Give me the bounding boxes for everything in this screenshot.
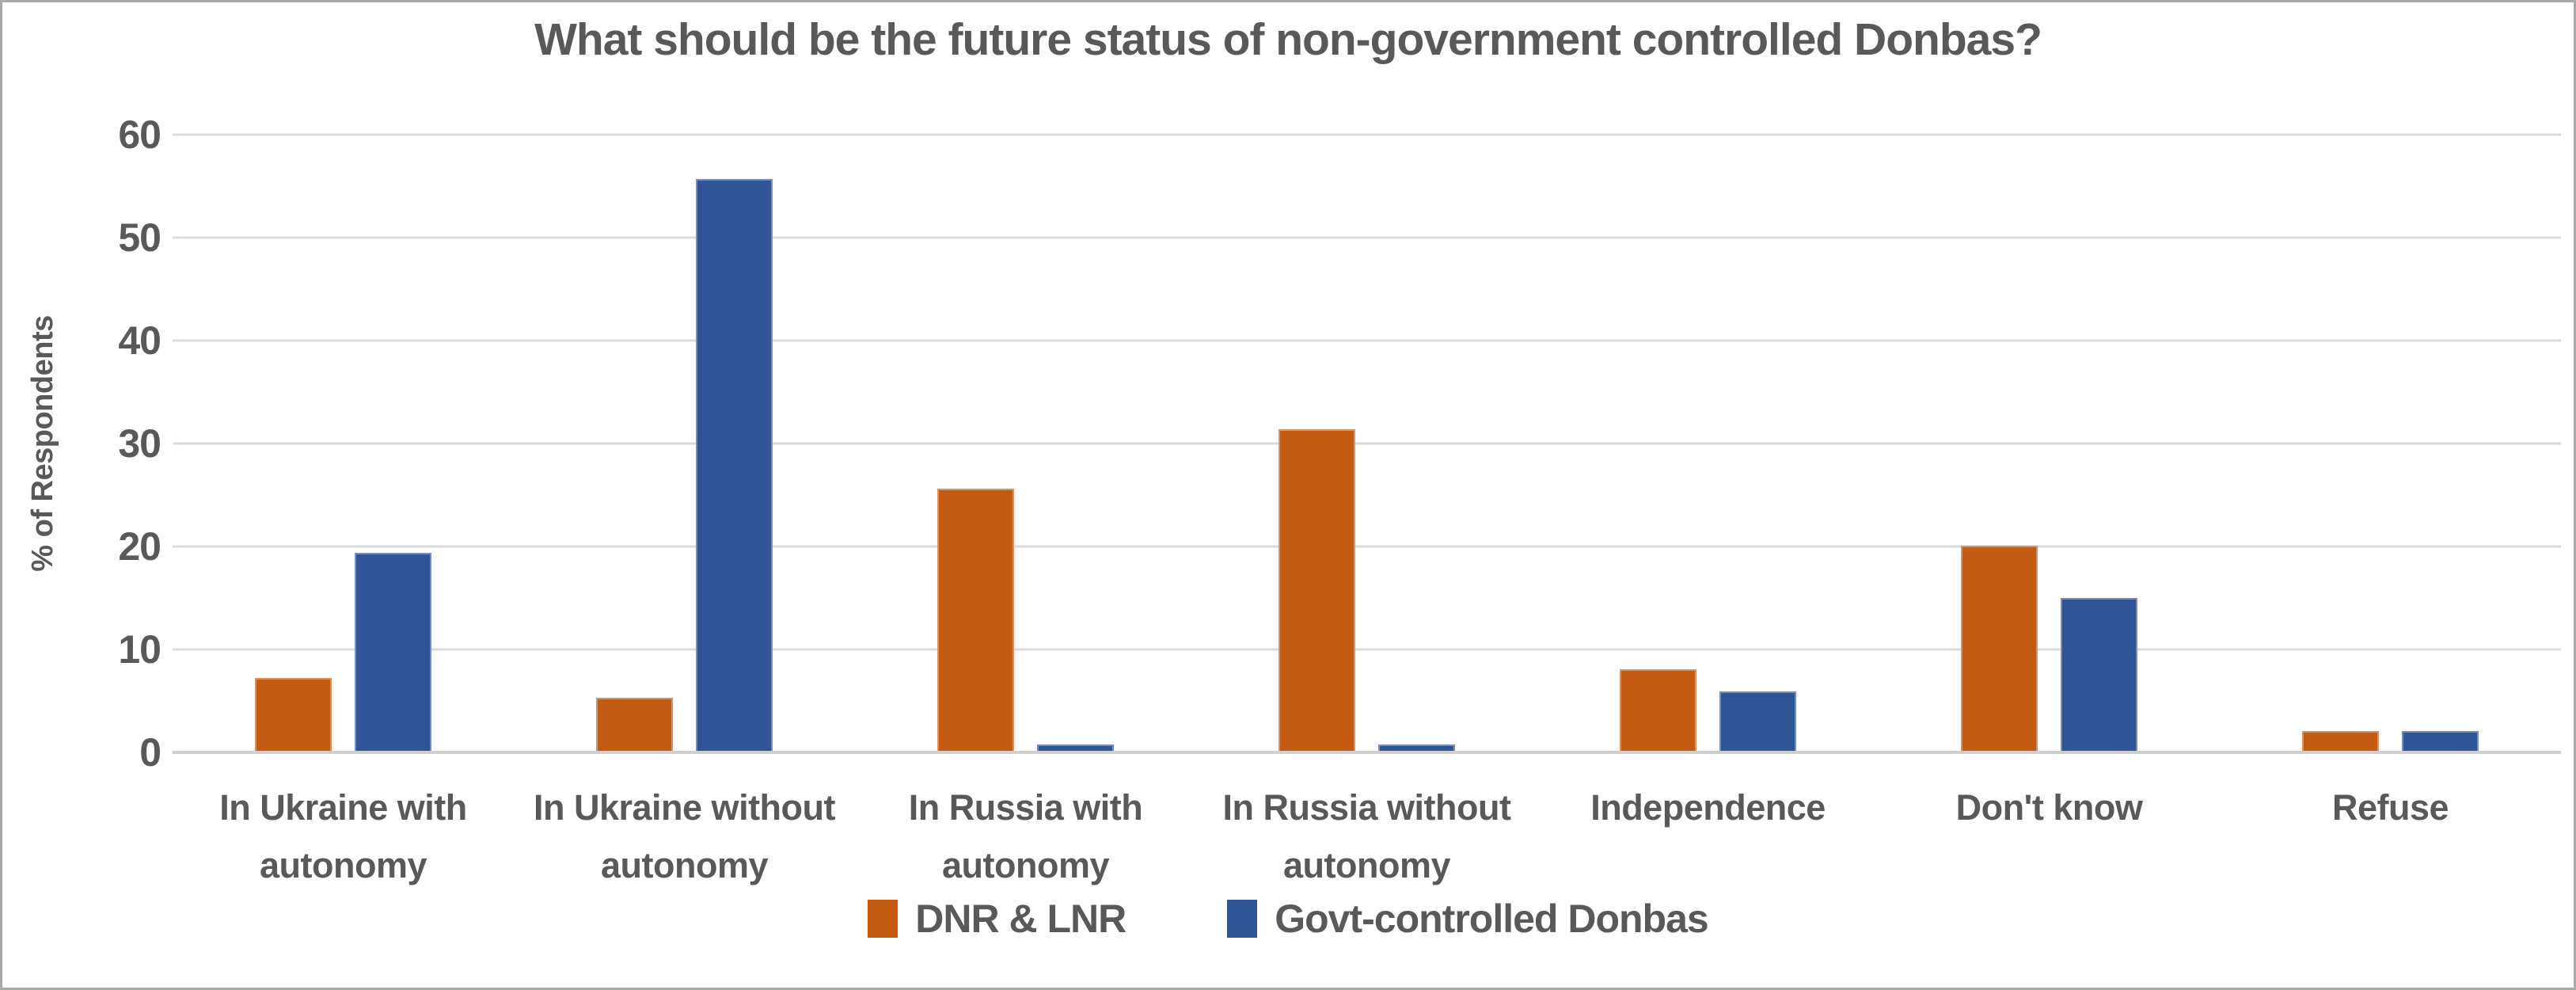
category-label: In Russia with autonomy [908, 787, 1143, 885]
y-tick-label-40: 40 [118, 318, 161, 363]
legend-swatch-icon [1227, 900, 1258, 938]
bar-dnr-lnr [596, 698, 673, 752]
bar-dnr-lnr [2302, 731, 2379, 752]
category-label: In Ukraine with autonomy [219, 787, 467, 885]
plot-area: 0 10 20 30 40 50 60 [118, 112, 2561, 775]
bar-govt-controlled-donbas [1719, 691, 1796, 752]
gridline-40 [173, 339, 2561, 342]
category-label: Don't know [1955, 787, 2143, 828]
category-label: Refuse [2331, 787, 2449, 828]
category-group [514, 135, 855, 752]
gridline-10 [173, 648, 2561, 651]
category-label: In Russia without autonomy [1222, 787, 1511, 885]
y-tick-label-20: 20 [118, 524, 161, 569]
bar-dnr-lnr [1620, 669, 1696, 752]
bar-dnr-lnr [255, 678, 332, 752]
bar-dnr-lnr [937, 489, 1014, 752]
bar-govt-controlled-donbas [355, 553, 431, 752]
category-group [173, 135, 514, 752]
legend-item: DNR & LNR [868, 896, 1127, 942]
legend-label: Govt-controlled Donbas [1275, 897, 1708, 941]
legend-swatch-icon [868, 900, 899, 938]
y-tick-label-30: 30 [118, 421, 161, 466]
gridline-20 [173, 545, 2561, 548]
category-label: In Ukraine without autonomy [533, 787, 836, 885]
category-group [2220, 135, 2561, 752]
category-group [1879, 135, 2220, 752]
y-tick-label-60: 60 [118, 112, 161, 157]
category-group [855, 135, 1196, 752]
category-group [1537, 135, 1879, 752]
category-group [1196, 135, 1537, 752]
legend-item: Govt-controlled Donbas [1227, 896, 1709, 942]
gridline-30 [173, 442, 2561, 445]
bar-govt-controlled-donbas [1037, 744, 1114, 752]
gridline-50 [173, 236, 2561, 239]
x-axis-line [173, 751, 2561, 754]
legend: DNR & LNR Govt-controlled Donbas [2, 896, 2574, 942]
y-tick-label-10: 10 [118, 627, 161, 672]
bar-govt-controlled-donbas [696, 179, 773, 752]
bar-govt-controlled-donbas [2061, 598, 2137, 752]
chart-title: What should be the future status of non-… [534, 14, 2042, 65]
y-tick-label-50: 50 [118, 215, 161, 260]
x-axis-labels: In Ukraine with autonomy In Ukraine witho… [173, 779, 2561, 906]
category-label: Independence [1590, 787, 1826, 828]
bar-dnr-lnr [1961, 546, 2038, 752]
bar-govt-controlled-donbas [1378, 744, 1455, 752]
bar-dnr-lnr [1279, 429, 1355, 752]
legend-label: DNR & LNR [915, 897, 1127, 941]
gridline-60 [173, 133, 2561, 136]
y-tick-label-0: 0 [139, 730, 161, 775]
bar-govt-controlled-donbas [2402, 731, 2479, 752]
